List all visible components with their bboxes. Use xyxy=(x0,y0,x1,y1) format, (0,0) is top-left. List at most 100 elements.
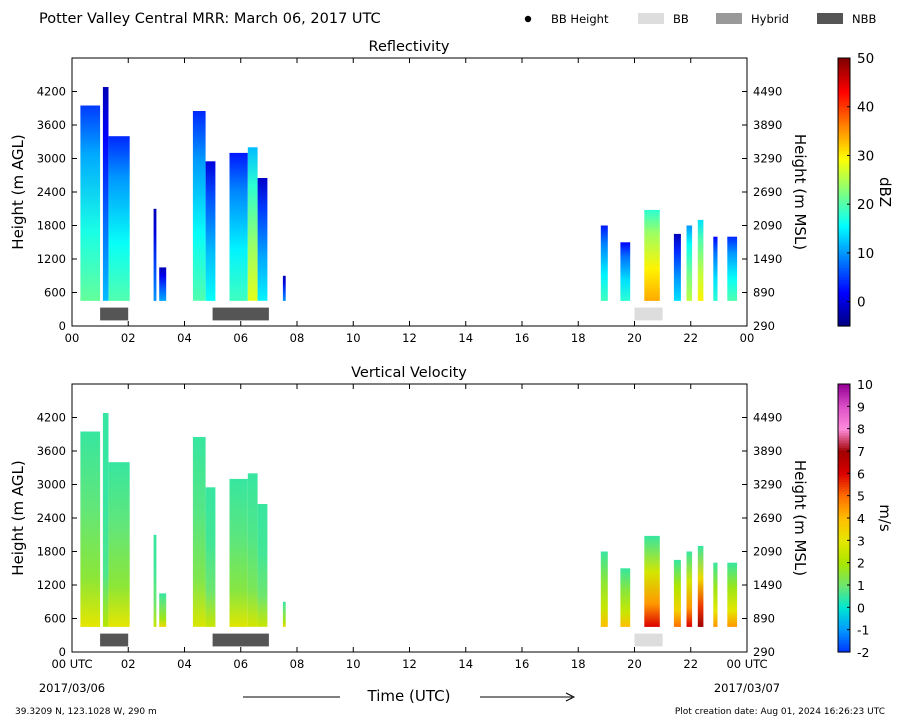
echo-column xyxy=(108,136,130,301)
colorbar-segment xyxy=(838,67,850,71)
colorbar-segment xyxy=(838,556,850,561)
colorbar-segment xyxy=(838,544,850,548)
colorbar-segment xyxy=(838,639,850,643)
colorbar-tick-label: 8 xyxy=(857,422,865,437)
y-tick-label-right: 3290 xyxy=(753,478,782,492)
colorbar-segment xyxy=(838,250,850,254)
colorbar-segment xyxy=(838,408,850,412)
x-tick-label: 12 xyxy=(402,331,417,345)
echo-column xyxy=(229,478,248,627)
reflectivity-panel: Reflectivity 00 02 04 06 08 10 12 14 16 18 20 22 000… xyxy=(9,39,894,345)
y-tick-label: 3600 xyxy=(37,444,66,458)
colorbar-segment xyxy=(838,118,850,122)
echo-column xyxy=(153,208,157,301)
colorbar-segment xyxy=(838,165,850,169)
colorbar-segment xyxy=(838,600,850,604)
colorbar-segment xyxy=(838,442,850,446)
colorbar-segment xyxy=(838,469,850,473)
colorbar-segment xyxy=(838,92,850,96)
legend-hybrid-label: Hybrid xyxy=(751,12,789,26)
colorbar-segment xyxy=(838,420,850,424)
colorbar-segment xyxy=(838,427,850,431)
colorbar-segment xyxy=(838,323,850,327)
y-tick-label: 2400 xyxy=(37,511,66,525)
colorbar-tick-label: 7 xyxy=(857,444,865,459)
colorbar-segment xyxy=(838,422,850,427)
y-tick-label: 2400 xyxy=(37,185,66,199)
colorbar-segment xyxy=(838,476,850,480)
x-tick-label: 00 xyxy=(740,331,755,345)
colorbar-tick-label: 20 xyxy=(857,197,874,213)
colorbar-segment xyxy=(838,549,850,553)
y-tick-label: 4200 xyxy=(37,411,66,425)
y-tick-label-right: 3890 xyxy=(753,444,782,458)
colorbar-segment xyxy=(838,452,850,456)
header-legend: BB Height BB Hybrid NBB xyxy=(524,12,876,26)
colorbar-segment xyxy=(838,386,850,390)
creation-date-text: Plot creation date: Aug 01, 2024 16:26:2… xyxy=(675,707,885,717)
colorbar-segment xyxy=(838,415,850,419)
colorbar-segment xyxy=(838,559,850,563)
colorbar-segment xyxy=(838,537,850,541)
colorbar-segment xyxy=(838,637,850,641)
colorbar-segment xyxy=(838,440,850,444)
colorbar-segment xyxy=(838,525,850,529)
colorbar-segment xyxy=(838,143,850,147)
x-tick-label: 16 xyxy=(515,331,530,345)
colorbar-segment xyxy=(838,162,850,166)
velocity-echo-layer xyxy=(80,413,738,627)
colorbar-segment xyxy=(838,603,850,607)
colorbar-segment xyxy=(838,418,850,422)
colorbar-segment xyxy=(838,304,850,308)
colorbar-tick-label: 30 xyxy=(857,148,874,164)
velocity-plot-area xyxy=(72,384,747,652)
colorbar-segment xyxy=(838,133,850,137)
colorbar-segment xyxy=(838,126,850,130)
colorbar-segment xyxy=(838,267,850,271)
colorbar-segment xyxy=(838,96,850,101)
x-tick-label: 02 xyxy=(121,331,136,345)
echo-column xyxy=(673,559,681,627)
y-tick-label-right: 3290 xyxy=(753,152,782,166)
colorbar-segment xyxy=(838,391,850,395)
colorbar-segment xyxy=(838,542,850,546)
colorbar-segment xyxy=(838,70,850,74)
x-tick-label: 06 xyxy=(233,331,248,345)
colorbar-segment xyxy=(838,84,850,88)
colorbar-segment xyxy=(838,430,850,434)
colorbar-segment xyxy=(838,483,850,487)
colorbar-segment xyxy=(838,561,850,565)
colorbar-segment xyxy=(838,613,850,617)
colorbar-segment xyxy=(838,491,850,495)
y-tick-label-right: 4490 xyxy=(753,85,782,99)
echo-column xyxy=(282,275,286,301)
colorbar-segment xyxy=(838,265,850,269)
x-tick-label: 00 UTC xyxy=(726,657,767,671)
y-tick-label-right: 890 xyxy=(753,612,775,626)
x-tick-label: 20 xyxy=(627,657,642,671)
colorbar-segment xyxy=(838,218,850,222)
colorbar-segment xyxy=(838,116,850,120)
legend-nbb-swatch xyxy=(817,13,843,24)
colorbar-segment xyxy=(838,630,850,634)
colorbar-segment xyxy=(838,79,850,83)
echo-column xyxy=(644,535,660,627)
colorbar-segment xyxy=(838,58,850,62)
echo-column xyxy=(727,236,738,301)
colorbar-segment xyxy=(838,644,850,648)
colorbar-segment xyxy=(838,610,850,614)
y-tick-label: 600 xyxy=(44,612,66,626)
x-tick-label: 10 xyxy=(346,657,361,671)
colorbar-segment xyxy=(838,233,850,237)
colorbar-segment xyxy=(838,530,850,534)
colorbar-segment xyxy=(838,157,850,161)
colorbar-tick-label: 9 xyxy=(857,399,865,414)
colorbar-segment xyxy=(838,301,850,305)
x-tick-label: 08 xyxy=(290,657,305,671)
colorbar-segment xyxy=(838,574,850,578)
colorbar-segment xyxy=(838,150,850,154)
colorbar-segment xyxy=(838,471,850,475)
velocity-colorbar-label: m/s xyxy=(876,504,894,532)
y-tick-label: 3600 xyxy=(37,118,66,132)
